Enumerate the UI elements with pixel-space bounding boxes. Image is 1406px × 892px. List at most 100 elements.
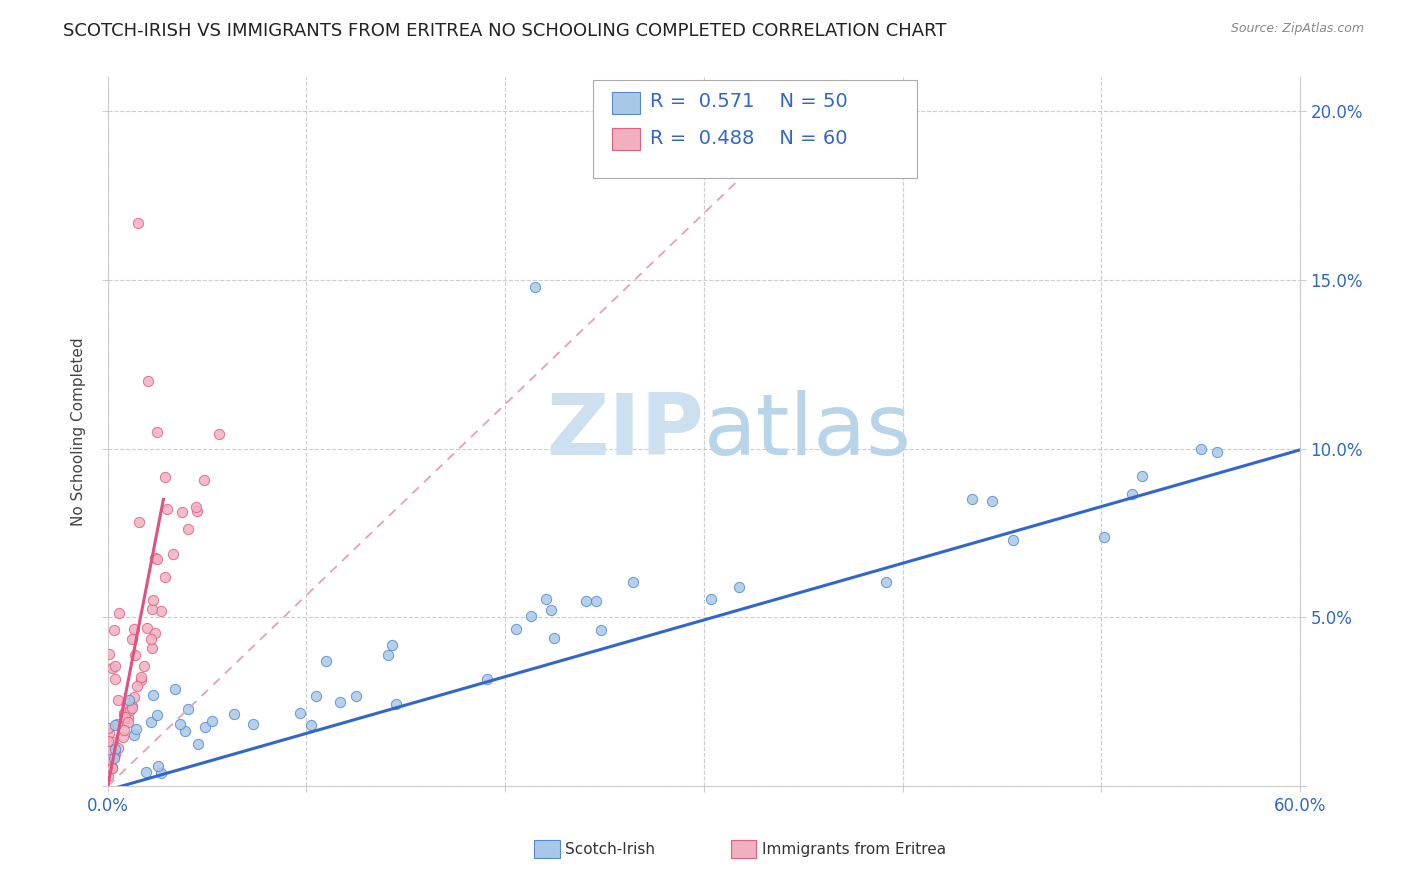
Point <box>176 522 198 536</box>
Point <box>150 604 173 618</box>
Point <box>115 696 138 710</box>
Point <box>136 374 159 388</box>
Text: ZIP: ZIP <box>546 391 704 474</box>
Point <box>118 703 141 717</box>
Point <box>127 216 149 230</box>
Point <box>727 580 749 594</box>
Point <box>146 708 169 723</box>
Point <box>107 692 129 706</box>
Point <box>124 728 146 742</box>
Point <box>543 632 565 646</box>
Point <box>1130 469 1153 483</box>
Point <box>156 502 179 516</box>
Text: Scotch-Irish: Scotch-Irish <box>565 842 655 856</box>
Point <box>141 601 163 615</box>
Point <box>114 710 136 724</box>
Point <box>131 670 153 684</box>
Point <box>146 759 169 773</box>
Point <box>700 591 723 606</box>
Point <box>174 724 197 739</box>
Point <box>621 574 644 589</box>
Point <box>143 551 166 566</box>
Point <box>141 632 163 647</box>
Point <box>124 690 146 704</box>
Point <box>97 734 120 748</box>
Point <box>305 689 328 703</box>
Point <box>98 752 121 766</box>
Point <box>477 672 499 686</box>
Text: SCOTCH-IRISH VS IMMIGRANTS FROM ERITREA NO SCHOOLING COMPLETED CORRELATION CHART: SCOTCH-IRISH VS IMMIGRANTS FROM ERITREA … <box>63 22 946 40</box>
Point <box>875 575 897 590</box>
Point <box>523 279 546 293</box>
Point <box>575 594 598 608</box>
Point <box>121 701 143 715</box>
Point <box>127 679 149 693</box>
Point <box>132 659 155 673</box>
Point <box>519 609 541 624</box>
Point <box>142 689 165 703</box>
Point <box>142 593 165 607</box>
Point <box>105 716 128 731</box>
Point <box>103 749 125 764</box>
Y-axis label: No Schooling Completed: No Schooling Completed <box>72 337 86 526</box>
Point <box>201 714 224 728</box>
Point <box>136 621 159 635</box>
Point <box>104 717 127 731</box>
Point <box>184 500 207 514</box>
Point <box>97 647 120 661</box>
Point <box>128 515 150 529</box>
Point <box>104 747 127 761</box>
Point <box>385 697 408 711</box>
Point <box>534 591 557 606</box>
Point <box>1002 533 1025 547</box>
Text: Immigrants from Eritrea: Immigrants from Eritrea <box>762 842 946 856</box>
Point <box>121 699 143 714</box>
Point <box>315 654 337 668</box>
Point <box>172 505 194 519</box>
Point <box>103 623 125 637</box>
Point <box>222 707 245 722</box>
Text: atlas: atlas <box>704 391 912 474</box>
Point <box>146 552 169 566</box>
Point <box>377 648 399 662</box>
Point <box>288 706 311 721</box>
Point <box>1189 442 1212 456</box>
Point <box>194 720 217 734</box>
Point <box>118 692 141 706</box>
Point <box>108 606 131 620</box>
Point <box>165 681 187 696</box>
Point <box>124 622 146 636</box>
Point <box>242 717 264 731</box>
Point <box>112 706 135 721</box>
Point <box>101 761 124 775</box>
Point <box>117 714 139 729</box>
Point <box>150 765 173 780</box>
Point <box>208 426 231 441</box>
Point <box>329 695 352 709</box>
Point <box>125 722 148 736</box>
Text: Source: ZipAtlas.com: Source: ZipAtlas.com <box>1230 22 1364 36</box>
Point <box>97 726 120 740</box>
Point <box>104 673 127 687</box>
Point <box>97 744 120 758</box>
Point <box>589 623 612 637</box>
Point <box>107 741 129 756</box>
Point <box>1121 487 1143 501</box>
Point <box>124 648 146 663</box>
Point <box>981 494 1004 508</box>
Point <box>585 593 607 607</box>
Point <box>1092 531 1115 545</box>
Point <box>344 689 367 703</box>
Point <box>381 638 404 652</box>
Point <box>97 721 120 735</box>
Point <box>146 425 169 439</box>
Point <box>121 632 143 647</box>
Point <box>129 673 152 687</box>
Point <box>141 640 163 655</box>
Point <box>1206 445 1229 459</box>
Point <box>103 751 125 765</box>
Point <box>112 708 135 723</box>
Point <box>193 473 215 487</box>
Text: R =  0.571    N = 50: R = 0.571 N = 50 <box>650 92 848 112</box>
Point <box>155 469 177 483</box>
